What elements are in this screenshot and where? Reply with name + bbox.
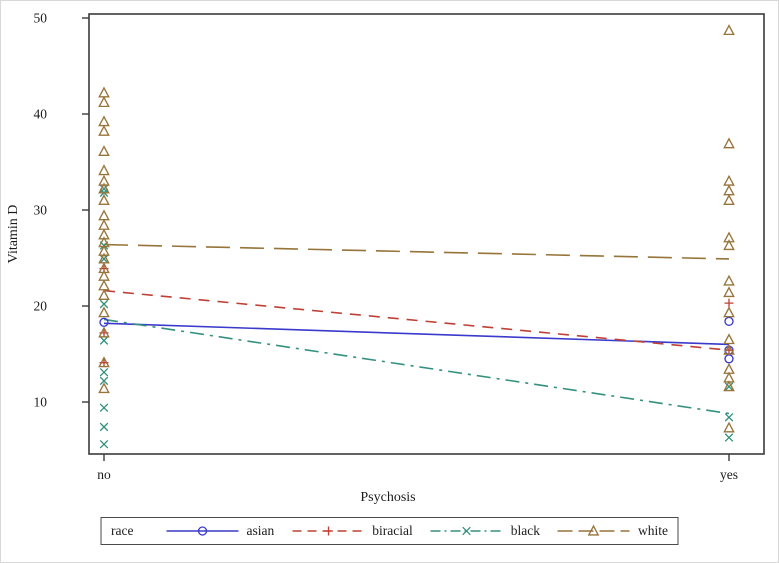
triangle-marker bbox=[723, 333, 735, 345]
plus-marker bbox=[724, 298, 734, 308]
legend-label-black: black bbox=[510, 523, 540, 538]
triangle-marker bbox=[98, 279, 110, 291]
triangle-marker bbox=[723, 239, 735, 251]
x-marker bbox=[99, 439, 109, 449]
x-category-label-no: no bbox=[97, 467, 111, 482]
series-black-points bbox=[99, 184, 734, 449]
series-biracial-points bbox=[99, 264, 734, 368]
triangle-marker bbox=[98, 356, 110, 368]
x-marker bbox=[99, 367, 109, 377]
fit-line-white bbox=[103, 243, 730, 260]
fit-line-black bbox=[103, 318, 730, 415]
series-white-points bbox=[98, 24, 735, 433]
triangle-marker bbox=[98, 96, 110, 108]
triangle-marker bbox=[98, 289, 110, 301]
legend-sample-white bbox=[557, 524, 630, 536]
legend-label-asian: asian bbox=[246, 523, 275, 538]
triangle-marker bbox=[98, 124, 110, 136]
series-asian-points bbox=[99, 316, 734, 364]
triangle-marker bbox=[723, 306, 735, 318]
x-axis-title: Psychosis bbox=[360, 490, 415, 505]
legend-label-white: white bbox=[637, 523, 668, 538]
legend-sample-black bbox=[430, 526, 503, 536]
legend-title: race bbox=[111, 523, 134, 538]
triangle-marker bbox=[723, 380, 735, 392]
triangle-marker bbox=[98, 382, 110, 394]
y-axis-title: Vitamin D bbox=[6, 205, 21, 264]
legend-entry-biracial: biracial bbox=[290, 523, 413, 539]
axes-layer bbox=[82, 13, 765, 461]
x-marker bbox=[724, 433, 734, 442]
legend-sample-biracial bbox=[292, 526, 365, 536]
legend-entry-white: white bbox=[556, 523, 668, 539]
x-icon bbox=[462, 526, 472, 536]
triangle-marker bbox=[98, 115, 110, 127]
legend-entry-black: black bbox=[429, 523, 540, 539]
fit-line-biracial bbox=[103, 289, 730, 351]
triangle-marker bbox=[723, 137, 735, 149]
triangle-marker bbox=[98, 86, 110, 98]
y-tick-label-10: 10 bbox=[34, 395, 48, 410]
legend-sample-asian bbox=[166, 526, 239, 536]
x-marker bbox=[99, 184, 109, 194]
legend-entries: asian biracial black white bbox=[165, 523, 668, 539]
plot-frame bbox=[88, 13, 765, 455]
triangle-icon bbox=[588, 524, 600, 536]
x-marker bbox=[99, 336, 109, 345]
triangle-marker bbox=[723, 194, 735, 205]
legend: race asian biracial black white bbox=[100, 517, 679, 545]
triangle-marker bbox=[98, 209, 110, 221]
circle-marker bbox=[724, 316, 734, 327]
triangle-marker bbox=[723, 343, 735, 355]
x-marker bbox=[99, 422, 109, 432]
x-marker bbox=[99, 376, 109, 386]
triangle-marker bbox=[98, 145, 110, 157]
x-category-label-yes: yes bbox=[720, 467, 738, 482]
x-marker bbox=[99, 299, 109, 309]
y-tick-label-40: 40 bbox=[34, 107, 48, 122]
y-tick-label-30: 30 bbox=[34, 203, 48, 218]
x-marker bbox=[99, 403, 109, 413]
fit-lines-layer bbox=[103, 243, 730, 415]
circle-marker bbox=[724, 354, 734, 364]
legend-entry-asian: asian bbox=[165, 523, 275, 539]
scatter-points-layer bbox=[98, 24, 735, 449]
y-tick-label-50: 50 bbox=[34, 11, 48, 26]
triangle-marker bbox=[723, 286, 735, 298]
legend-label-biracial: biracial bbox=[372, 523, 413, 538]
triangle-marker bbox=[98, 194, 110, 205]
plus-icon bbox=[323, 526, 333, 536]
x-marker bbox=[99, 254, 109, 264]
triangle-marker bbox=[98, 326, 110, 338]
triangle-marker bbox=[723, 274, 735, 286]
circle-marker bbox=[99, 317, 109, 327]
x-marker bbox=[724, 413, 734, 422]
triangle-marker bbox=[723, 24, 735, 36]
triangle-marker bbox=[723, 174, 735, 186]
triangle-marker bbox=[98, 182, 110, 194]
circle-icon bbox=[197, 526, 208, 536]
triangle-marker bbox=[723, 184, 735, 196]
triangle-marker bbox=[98, 306, 110, 318]
triangle-marker bbox=[98, 164, 110, 176]
triangle-marker bbox=[723, 421, 735, 433]
x-marker bbox=[724, 382, 734, 391]
triangle-marker bbox=[98, 219, 110, 230]
y-tick-label-20: 20 bbox=[34, 299, 48, 314]
